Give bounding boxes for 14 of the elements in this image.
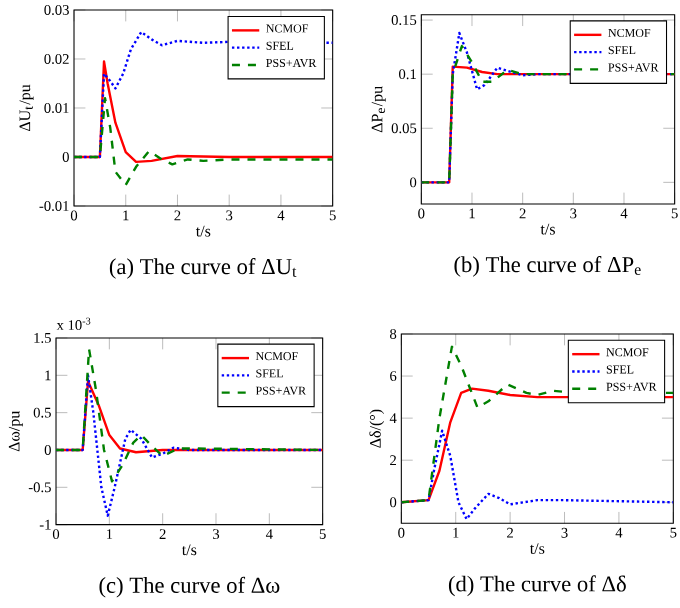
x-axis-title: t/s [181, 544, 197, 556]
y-axis-title: ΔU$_{t}$/pu [19, 84, 34, 132]
x-axis-title: t/s [195, 225, 211, 237]
y-axis-title: Δδ/(°) [369, 409, 385, 448]
line-series [56, 347, 323, 483]
y-axis-title: Δω/pu [8, 410, 23, 452]
text: (d) The curve of Δδ [448, 575, 626, 597]
y-axis-title: ΔP$_{e}$/pu [371, 86, 386, 133]
text: (c) The curve of Δω [99, 576, 280, 598]
x-axis-title: t/s [529, 543, 545, 554]
x-axis-title: t/s [540, 223, 555, 235]
line-series [74, 96, 333, 187]
text: (b) The curve of ΔP$_{e}$ [454, 256, 641, 277]
text: (a) The curve of ΔU$_{t}$ [109, 258, 297, 279]
